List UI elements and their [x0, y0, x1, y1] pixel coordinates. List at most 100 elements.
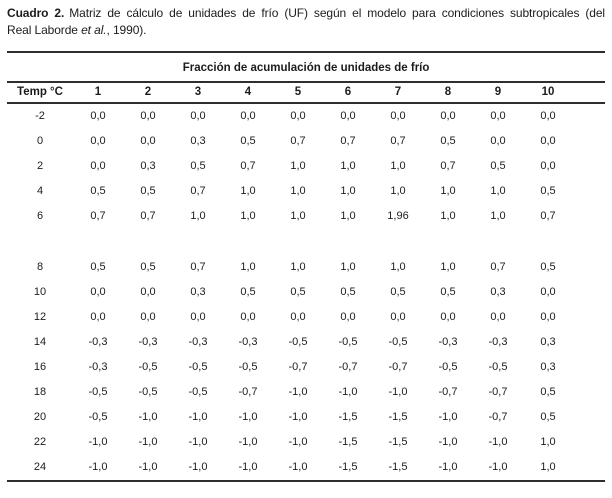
value-cell: -0,7 — [238, 386, 258, 398]
table-row: -2 0,0 0,0 0,0 0,0 0,0 0,0 0,0 0,0 0,0 0,0 — [7, 103, 605, 129]
value-cell: 0,0 — [540, 135, 556, 147]
table-row: 0 0,0 0,0 0,3 0,5 0,7 0,7 0,7 0,5 0,0 0,0 — [7, 129, 605, 154]
value-cell: 0,7 — [290, 135, 306, 147]
col-header-pad — [573, 82, 606, 104]
table-row: 6 0,7 0,7 1,0 1,0 1,0 1,0 1,96 1,0 1,0 0,7 — [7, 204, 605, 229]
col-header-9: 9 — [473, 82, 523, 104]
temp-cell: 0 — [36, 135, 44, 147]
temp-cell: 22 — [33, 436, 47, 448]
value-cell: -0,5 — [388, 336, 408, 348]
value-cell: -1,0 — [88, 461, 108, 473]
pad-cell — [573, 255, 605, 280]
value-cell: -1,5 — [338, 436, 358, 448]
pad-cell — [573, 380, 605, 405]
value-cell: -1,5 — [338, 461, 358, 473]
value-cell: -1,5 — [388, 461, 408, 473]
col-header-temp: Temp °C — [7, 82, 73, 104]
value-cell: 1,0 — [540, 436, 556, 448]
value-cell: 0,3 — [190, 286, 206, 298]
value-cell: 0,5 — [440, 135, 456, 147]
table-row: 18 -0,5 -0,5 -0,5 -0,7 -1,0 -1,0 -1,0 -0,7 -0,7 0,… — [7, 380, 605, 405]
table-row: 24 -1,0 -1,0 -1,0 -1,0 -1,0 -1,5 -1,5 -1,0 -1,0 1,… — [7, 455, 605, 481]
value-cell: 0,0 — [540, 160, 556, 172]
value-cell: 1,0 — [240, 210, 256, 222]
value-cell: -0,7 — [488, 411, 508, 423]
value-cell: 1,0 — [190, 210, 206, 222]
value-cell: -1,0 — [488, 436, 508, 448]
col-header-6: 6 — [323, 82, 373, 104]
value-cell: -1,5 — [388, 436, 408, 448]
temp-cell: 6 — [36, 210, 44, 222]
temp-cell: 20 — [33, 411, 47, 423]
value-cell: 0,0 — [440, 311, 456, 323]
value-cell: 0,0 — [90, 135, 106, 147]
value-cell: -1,0 — [138, 436, 158, 448]
value-cell: -1,0 — [238, 411, 258, 423]
pad-cell — [573, 204, 605, 229]
value-cell: 0,0 — [140, 110, 156, 122]
value-cell: 1,0 — [240, 185, 256, 197]
value-cell: -1,0 — [288, 411, 308, 423]
value-cell: -0,7 — [438, 386, 458, 398]
pad-cell — [573, 305, 605, 330]
value-cell: -0,3 — [488, 336, 508, 348]
temp-cell: 14 — [33, 336, 47, 348]
value-cell: -1,5 — [388, 411, 408, 423]
value-cell: 0,3 — [490, 286, 506, 298]
caption-text-etal: et al. — [81, 23, 107, 37]
col-header-10: 10 — [523, 82, 573, 104]
value-cell: -0,5 — [238, 361, 258, 373]
value-cell: -0,5 — [488, 361, 508, 373]
value-cell: -1,0 — [438, 411, 458, 423]
value-cell: 0,0 — [540, 110, 556, 122]
pad-cell — [573, 179, 605, 204]
pad-cell — [573, 129, 605, 154]
temp-cell: 12 — [33, 311, 47, 323]
group-header-row: Fracción de acumulación de unidades de f… — [7, 52, 606, 83]
table-row: 4 0,5 0,5 0,7 1,0 1,0 1,0 1,0 1,0 1,0 0,5 — [7, 179, 605, 204]
value-cell: 0,0 — [290, 110, 306, 122]
value-cell: -1,0 — [388, 386, 408, 398]
temp-cell: 10 — [33, 286, 47, 298]
table-row: 12 0,0 0,0 0,0 0,0 0,0 0,0 0,0 0,0 0,0 0,0 — [7, 305, 605, 330]
value-cell: 1,0 — [290, 160, 306, 172]
value-cell: 1,0 — [290, 261, 306, 273]
table-row: 20 -0,5 -1,0 -1,0 -1,0 -1,0 -1,5 -1,5 -1,0 -0,7 0,… — [7, 405, 605, 430]
value-cell: -0,5 — [188, 386, 208, 398]
value-cell: 0,7 — [490, 261, 506, 273]
value-cell: 0,5 — [290, 286, 306, 298]
caption-label: Cuadro 2. — [7, 6, 65, 20]
value-cell: 0,3 — [140, 160, 156, 172]
pad-cell — [573, 154, 605, 179]
value-cell: 0,5 — [540, 386, 556, 398]
table-row: 10 0,0 0,0 0,3 0,5 0,5 0,5 0,5 0,5 0,3 0,0 — [7, 280, 605, 305]
value-cell: 0,0 — [240, 311, 256, 323]
value-cell: 0,0 — [340, 110, 356, 122]
value-cell: 1,0 — [390, 160, 406, 172]
table-caption: Cuadro 2. Matriz de cálculo de unidades d… — [7, 5, 605, 39]
value-cell: -0,3 — [188, 336, 208, 348]
value-cell: 0,0 — [540, 286, 556, 298]
section-gap-row — [7, 229, 605, 255]
value-cell: -1,0 — [238, 461, 258, 473]
value-cell: -0,5 — [138, 386, 158, 398]
value-cell: -1,0 — [488, 461, 508, 473]
pad-cell — [573, 330, 605, 355]
value-cell: -1,0 — [138, 461, 158, 473]
temp-cell: 8 — [36, 261, 44, 273]
value-cell: 1,0 — [340, 160, 356, 172]
value-cell: 0,0 — [190, 311, 206, 323]
value-cell: 0,5 — [540, 185, 556, 197]
table-row: 16 -0,3 -0,5 -0,5 -0,5 -0,7 -0,7 -0,7 -0,5 -0,5 0,… — [7, 355, 605, 380]
value-cell: 1,0 — [490, 185, 506, 197]
value-cell: -1,0 — [138, 411, 158, 423]
value-cell: 1,0 — [290, 185, 306, 197]
value-cell: 0,0 — [390, 110, 406, 122]
value-cell: 0,0 — [140, 286, 156, 298]
value-cell: 1,0 — [340, 210, 356, 222]
value-cell: 0,5 — [140, 185, 156, 197]
uf-matrix-table: Fracción de acumulación de unidades de f… — [7, 51, 606, 482]
value-cell: -0,5 — [88, 411, 108, 423]
value-cell: 0,5 — [440, 286, 456, 298]
value-cell: -1,5 — [338, 411, 358, 423]
